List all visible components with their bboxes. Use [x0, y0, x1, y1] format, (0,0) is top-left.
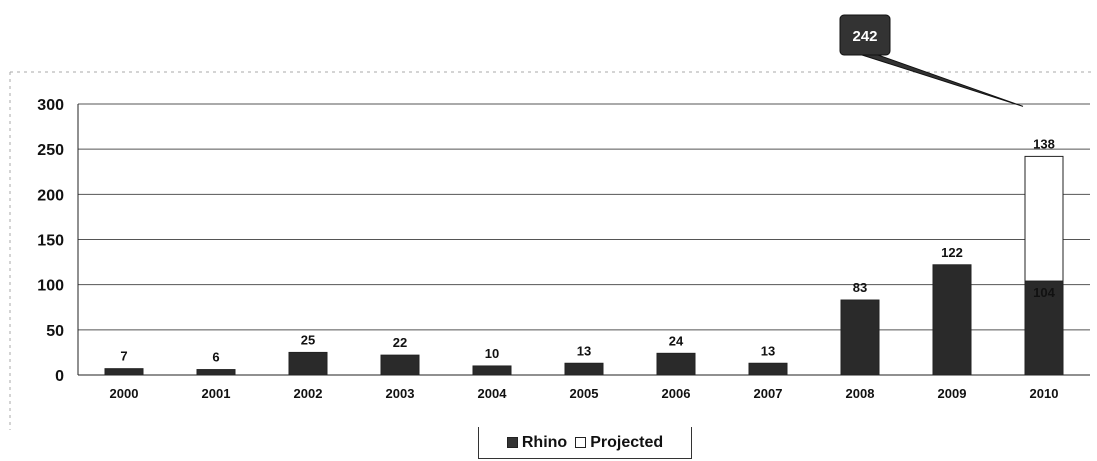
data-label-rhino-2008: 83	[853, 280, 867, 295]
y-axis: 0 50 100 150 200 250 300	[37, 97, 79, 385]
data-label-rhino-2001: 6	[212, 350, 219, 365]
bars	[104, 155, 1064, 376]
y-tick-label: 0	[55, 368, 64, 385]
bar-rhino-2003	[380, 354, 420, 376]
bar-rhino-2008	[840, 299, 880, 376]
legend-label-rhino: Rhino	[521, 433, 568, 451]
legend-item-rhino: Rhino	[506, 433, 568, 452]
x-tick-label-2010: 2010	[1030, 386, 1059, 401]
x-tick-label-2001: 2001	[202, 386, 231, 401]
bar-rhino-2001	[196, 369, 236, 376]
bar-rhino-2000	[104, 368, 144, 376]
bar-rhino-2004	[472, 365, 512, 376]
y-tick-label: 200	[37, 187, 64, 204]
legend-swatch-projected	[575, 437, 587, 448]
x-tick-label-2009: 2009	[938, 386, 967, 401]
y-tick-label: 100	[37, 278, 64, 295]
x-tick-label-2007: 2007	[754, 386, 783, 401]
data-label-rhino-2006: 24	[669, 333, 684, 348]
y-tick-label: 50	[46, 323, 64, 340]
legend-label-projected: Projected	[590, 433, 664, 451]
callout: 242	[839, 14, 1024, 107]
x-tick-label-2004: 2004	[478, 386, 508, 401]
bar-rhino-2007	[748, 362, 788, 376]
data-label-rhino-2004: 10	[485, 346, 499, 361]
data-label-rhino-2005: 13	[577, 343, 591, 358]
data-label-rhino-2009: 122	[941, 245, 963, 260]
bar-rhino-2005	[564, 362, 604, 376]
x-tick-label-2003: 2003	[386, 386, 415, 401]
legend: Rhino Projected	[478, 427, 692, 459]
data-labels: 7 6 25 22 10 13 24 13 83 122 104 138	[120, 136, 1055, 364]
callout-pointer	[861, 54, 1024, 107]
y-tick-label: 250	[37, 142, 64, 159]
x-tick-label-2008: 2008	[846, 386, 875, 401]
data-label-rhino-2010: 104	[1033, 285, 1055, 300]
data-label-rhino-2003: 22	[393, 335, 407, 350]
bar-rhino-2006	[656, 352, 696, 376]
data-label-rhino-2002: 25	[301, 332, 315, 347]
data-label-rhino-2000: 7	[120, 349, 127, 364]
bar-projected-2010	[1024, 155, 1064, 282]
grid-lines	[9, 71, 1095, 430]
bar-rhino-2009	[932, 264, 972, 376]
x-tick-label-2000: 2000	[110, 386, 139, 401]
callout-box	[839, 14, 891, 56]
data-label-rhino-2007: 13	[761, 343, 775, 358]
y-tick-label: 300	[37, 97, 64, 114]
x-axis: 2000 2001 2002 2003 2004 2005 2006 2007 2008 2009…	[110, 386, 1059, 401]
x-tick-label-2005: 2005	[570, 386, 599, 401]
legend-item-projected: Projected	[575, 434, 663, 452]
bar-rhino-2002	[288, 351, 328, 376]
x-tick-label-2006: 2006	[662, 386, 691, 401]
bar-rhino-2010	[1024, 280, 1064, 376]
callout-label: 242	[852, 28, 877, 45]
y-tick-label: 150	[37, 233, 64, 250]
legend-swatch-rhino	[506, 437, 518, 448]
data-label-projected-2010: 138	[1033, 136, 1055, 151]
x-tick-label-2002: 2002	[294, 386, 323, 401]
